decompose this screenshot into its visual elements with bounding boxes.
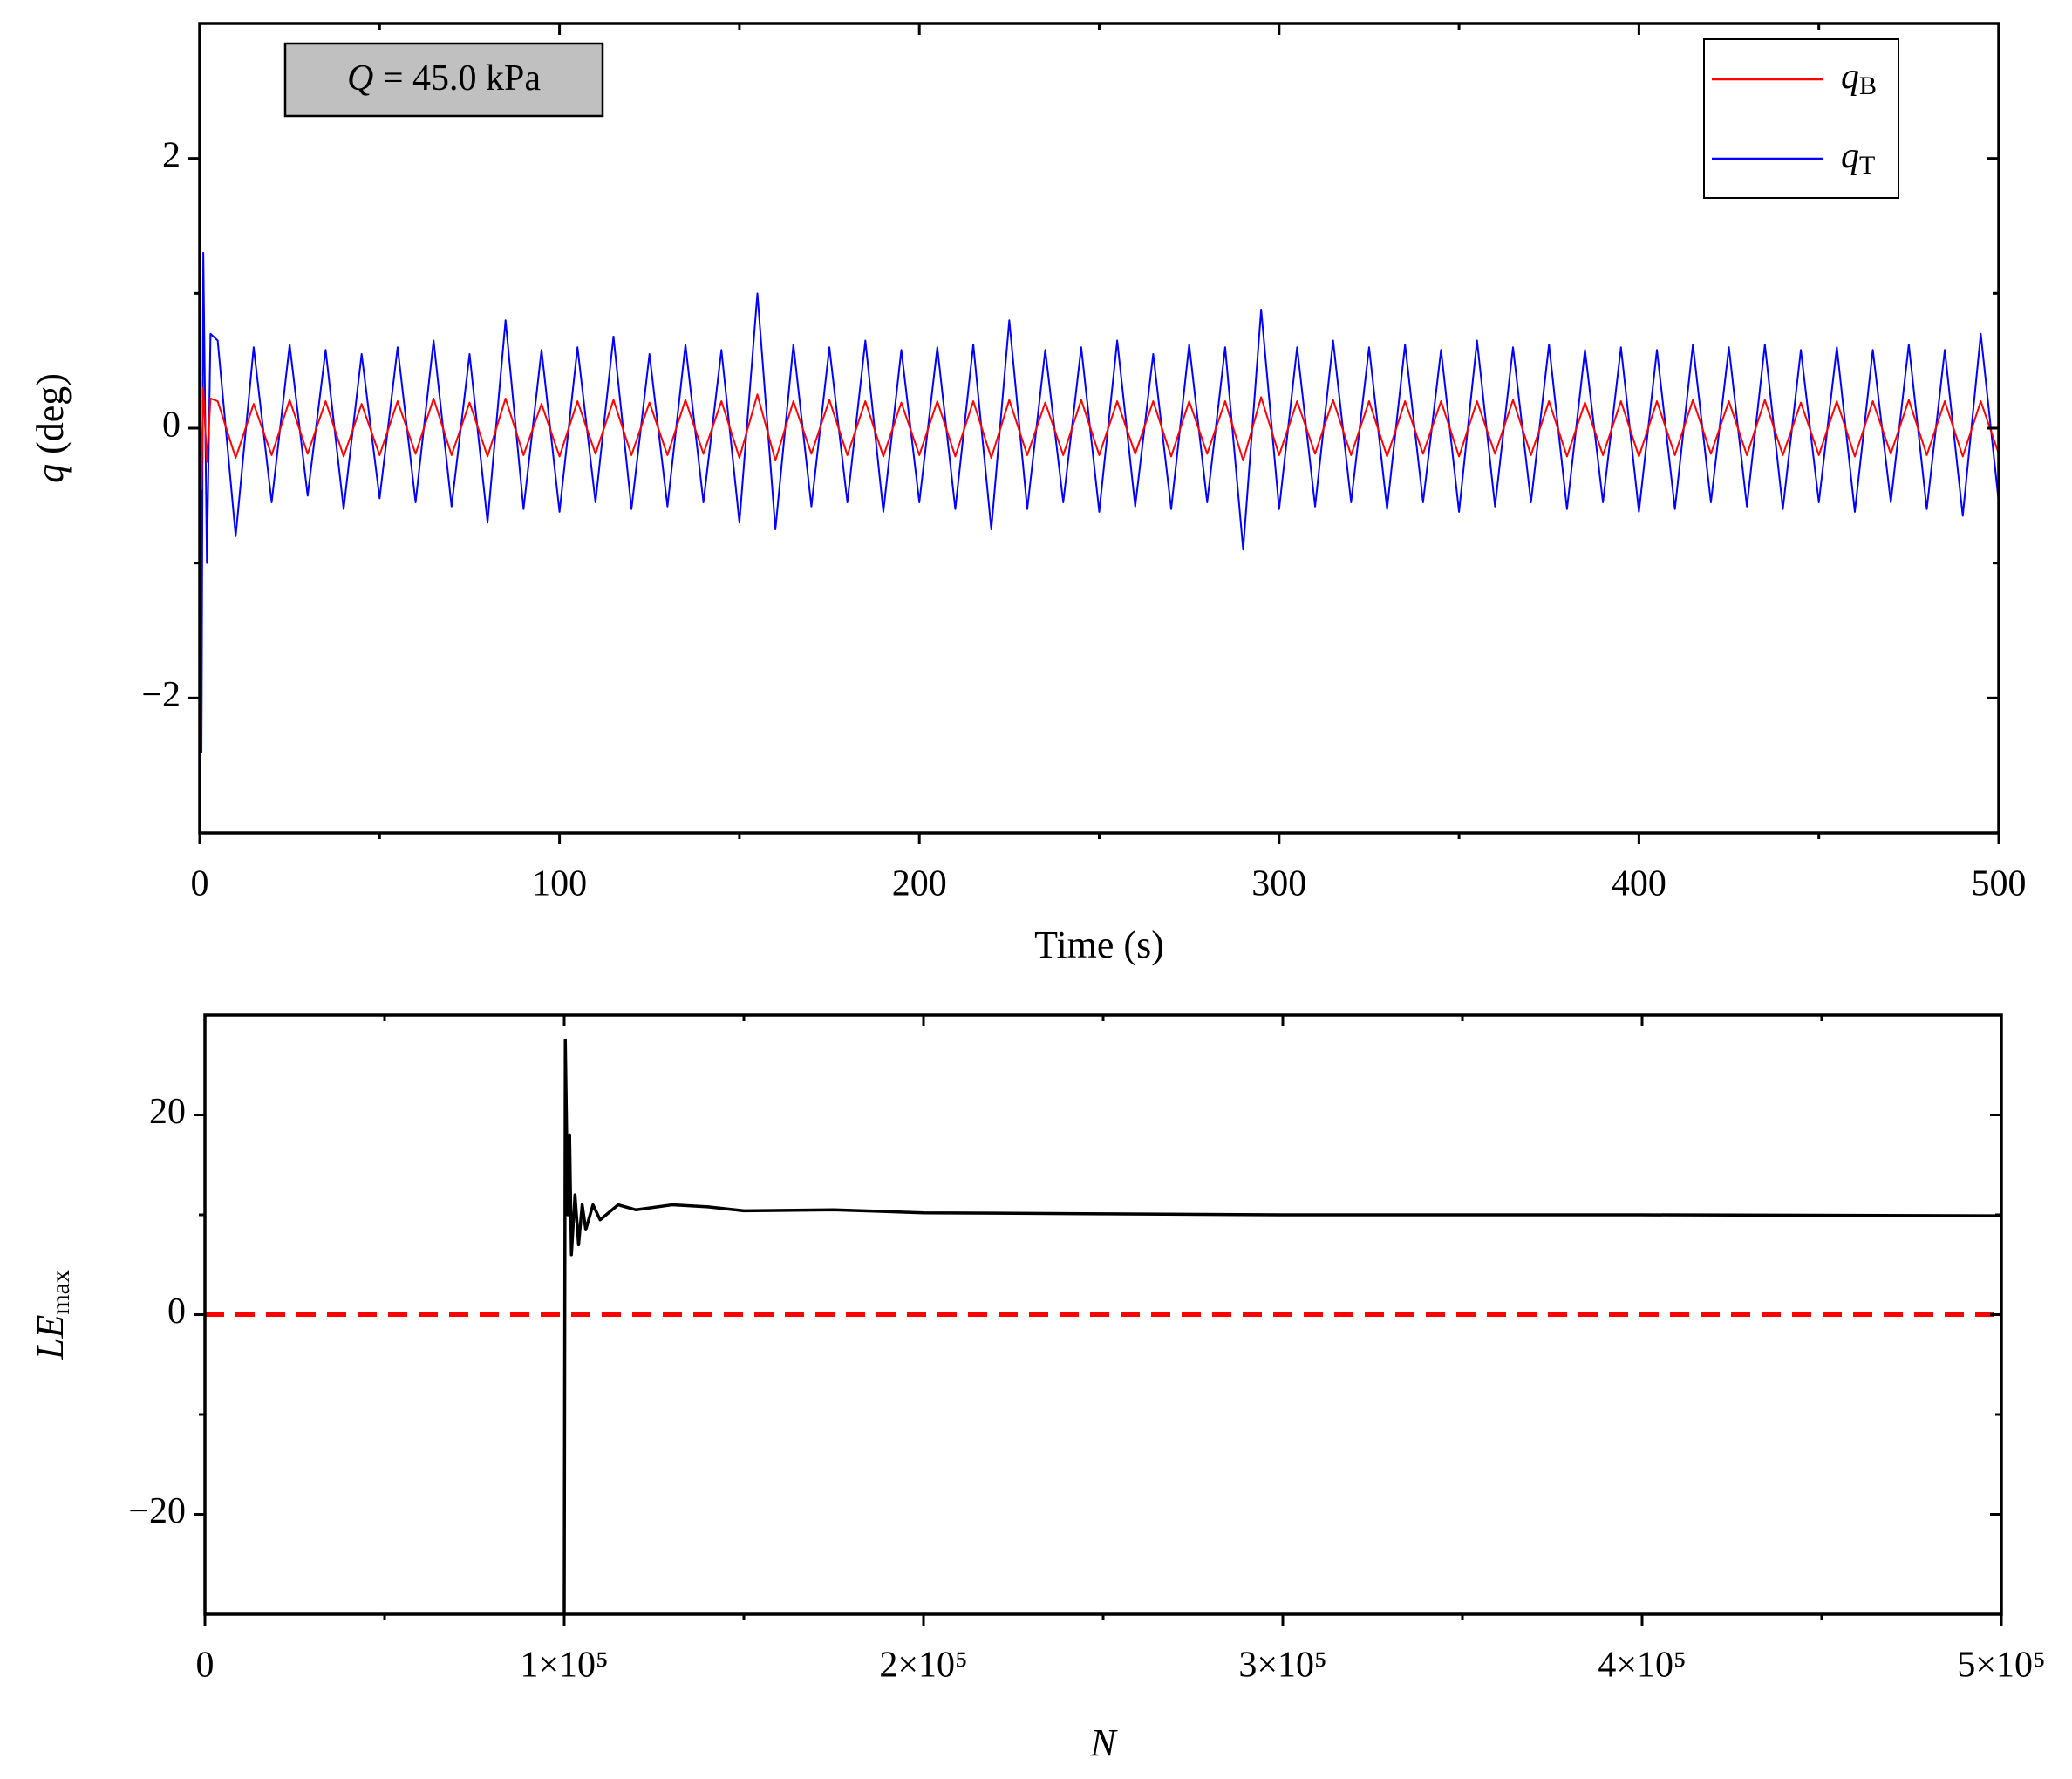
- x-tick-label: 1×10⁵: [520, 1646, 608, 1686]
- y-tick-label: −20: [128, 1491, 186, 1531]
- annotation: Q = 45.0 kPa: [347, 58, 541, 99]
- x-tick-label: 300: [1251, 864, 1306, 904]
- x-axis-title: N: [1089, 1721, 1118, 1764]
- legend-box: [1703, 38, 1899, 199]
- legend-label: qB: [1841, 57, 1877, 100]
- x-axis-title: Time (s): [1034, 924, 1164, 966]
- x-tick-label: 2×10⁵: [879, 1646, 967, 1686]
- data-line: [200, 104, 1999, 753]
- y-tick-label: 20: [149, 1092, 186, 1132]
- x-tick-label: 0: [196, 1646, 215, 1686]
- y-tick-label: 0: [167, 1292, 186, 1332]
- data-line: [562, 1038, 2001, 1614]
- x-tick-label: 200: [892, 864, 947, 904]
- y-axis-title: LEmax: [29, 1270, 75, 1360]
- y-axis-title: q (deg): [29, 373, 72, 483]
- y-tick-label: −2: [141, 675, 181, 715]
- x-tick-label: 5×10⁵: [1957, 1646, 2045, 1686]
- x-tick-label: 100: [532, 864, 587, 904]
- x-tick-label: 0: [191, 864, 209, 904]
- y-tick-label: 2: [162, 135, 181, 175]
- x-tick-label: 400: [1612, 864, 1666, 904]
- x-tick-label: 3×10⁵: [1238, 1646, 1326, 1686]
- x-tick-label: 4×10⁵: [1598, 1646, 1686, 1686]
- data-line: [200, 360, 1999, 490]
- y-tick-label: 0: [162, 406, 181, 446]
- x-tick-label: 500: [1972, 864, 2027, 904]
- annotation-box: [283, 42, 604, 118]
- legend-label: qT: [1841, 136, 1875, 180]
